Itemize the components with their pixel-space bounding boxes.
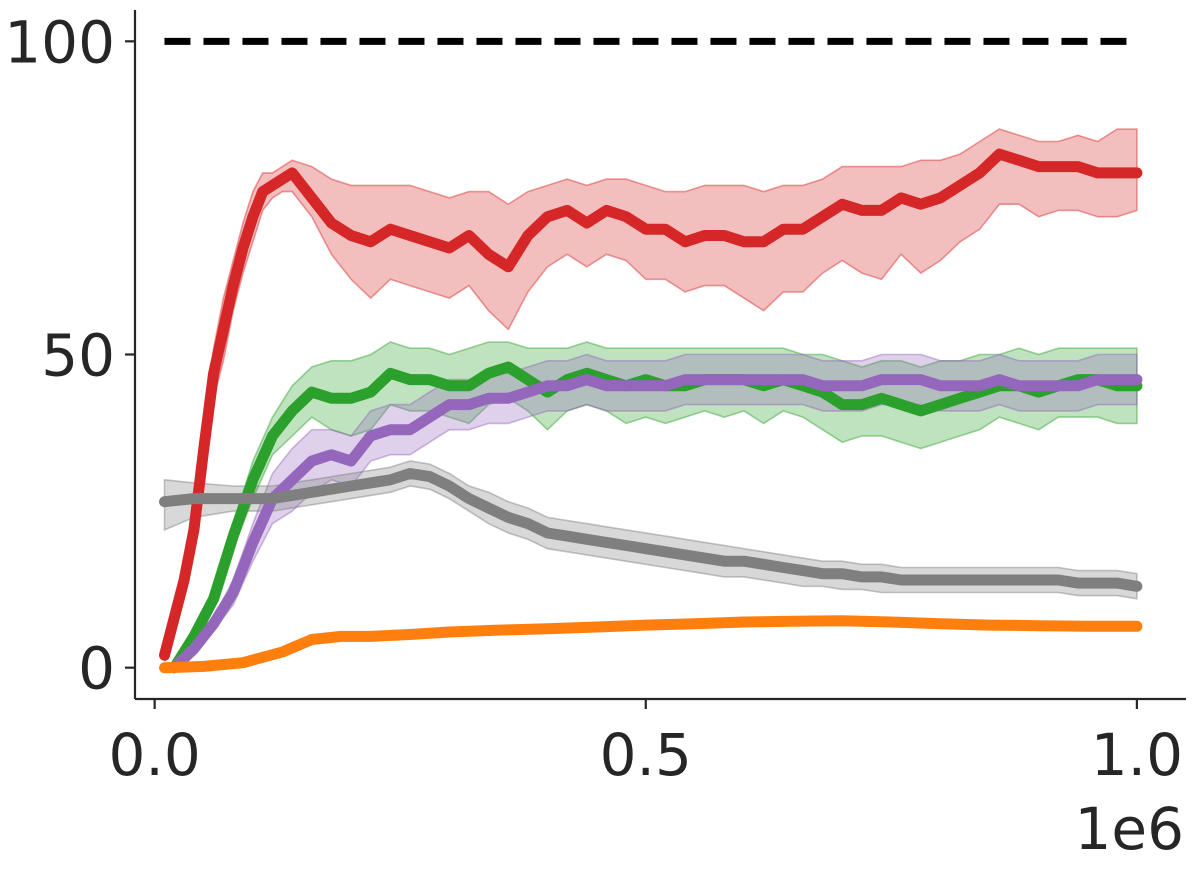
series-3-line — [168, 374, 1143, 674]
y-tick-label: 100 — [4, 8, 115, 76]
series-1-line — [159, 148, 1143, 661]
x-tick-label: 0.5 — [600, 721, 692, 789]
x-tick-label: 1.0 — [1091, 721, 1183, 789]
series-2-band — [173, 341, 1138, 671]
x-tick-label: 0.0 — [109, 721, 201, 789]
x-offset-label: 1e6 — [1075, 795, 1185, 863]
series-lines — [159, 148, 1143, 674]
series-5-line — [159, 615, 1143, 674]
series-1-band — [163, 128, 1138, 662]
ticks: 0 50 100 0.0 0.5 1.0 — [4, 8, 1183, 789]
series-4-line — [159, 468, 1143, 592]
y-tick-label: 50 — [41, 322, 115, 390]
y-tick-label: 0 — [78, 635, 115, 703]
